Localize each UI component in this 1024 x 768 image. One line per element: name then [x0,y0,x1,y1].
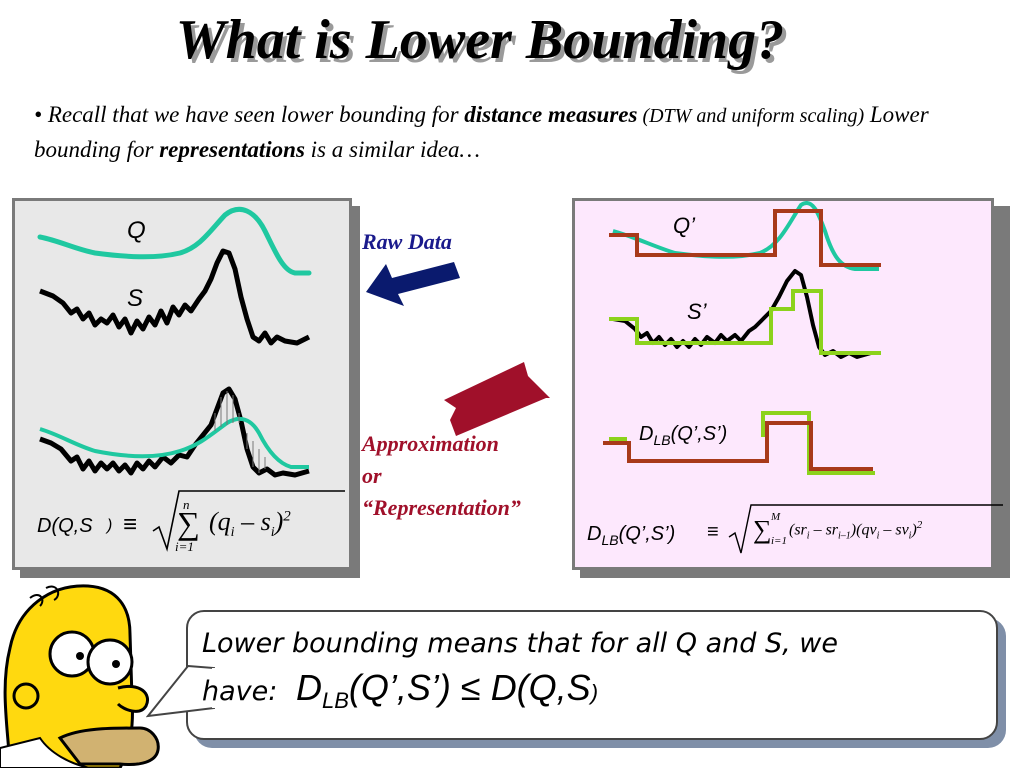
overlay-s-line [39,386,310,478]
dlb-label-sub: LB [653,432,671,448]
term-open: (q [209,507,231,536]
bullet-part2: (DTW and uniform scaling) [637,105,865,127]
bullet-marker: • [34,102,43,127]
arrows-graphic [366,262,550,436]
dlb-t6: – sv [879,521,909,539]
dlb-formula: DLB(Q’,S’) ≡ ∑ M i=1 (sri – sri–1)(qvi –… [587,497,1003,563]
dlb-t0: (sr [789,521,807,539]
callout-d: D [295,667,322,708]
dlb-sum-sigma-icon: ∑ [753,515,772,544]
bullet-part1: Recall that we have seen lower bounding … [47,102,465,127]
difference-lines [214,391,266,473]
dlb-formula-args: (Q’,S’) [618,523,676,545]
sum-sigma-icon: ∑ [177,505,200,541]
bullet-part4: is a similar idea… [304,137,480,162]
dlb-formula-lhs: DLB(Q’,S’) [587,523,675,548]
dlb-lime-steps [609,411,875,475]
series-s-line [39,248,311,346]
series-q-line [37,207,312,276]
callout-line1: Lower bounding means that for all Q and … [202,628,838,659]
page-title: What is Lower Bounding? [175,9,785,71]
bullet-text: • Recall that we have seen lower boundin… [34,98,994,167]
sum-bottom: i=1 [175,539,194,554]
raw-data-arrow-icon [366,262,460,306]
dlb-formula-equiv: ≡ [707,521,719,543]
dlb-t8: ) [911,521,917,539]
callout-rhs: D(Q,S [490,667,591,708]
approx-line3: “Representation” [362,495,521,520]
dlb-sqrt-sign-icon [728,504,1003,554]
term-sub1: i [230,525,235,541]
dlb-t1: i [806,530,810,542]
raw-series-plot [37,207,312,478]
bullet-bold2: representations [159,137,305,162]
raw-data-panel: Q S D(Q,S ) ≡ n ∑ i=1 (qi – si)2 [12,198,352,570]
term-minus: – s [234,507,271,536]
series-s-prime-steps [609,289,881,355]
callout-have: have: [202,676,278,707]
dlb-formula-term: (sri – sri–1)(qvi – svi)2 [789,519,922,542]
representation-plot [603,201,881,475]
s-label: S [127,285,144,312]
callout-sub: LB [321,688,349,714]
q-label: Q [127,217,146,244]
representation-label: Approximation or “Representation” [362,428,521,524]
dlb-power: 2 [916,519,923,531]
callout-box [186,610,998,740]
homer-illustration [0,584,160,768]
formula-equiv: ≡ [123,511,138,538]
dlb-brown-steps [603,421,873,471]
dlb-t5: i [876,530,880,542]
term-sub2: i [270,525,275,541]
sum-top: n [183,497,190,512]
callout-tail-icon [146,664,216,718]
q-prime-label: Q’ [673,213,695,238]
callout-leq: ≤ [460,667,481,708]
representation-panel: Q’ S’ DLB(Q’,S’) DLB(Q’,S’) ≡ ∑ M i=1 (s… [572,198,1003,570]
term-close: ) [274,507,284,536]
dlb-t2: – sr [809,521,839,539]
callout-rhs-close: ) [590,680,599,705]
callout-inequality: DLB(Q’,S’) ≤ D(Q,S) [286,667,599,713]
representation-arrow-icon [444,362,550,436]
s-prime-label: S’ [687,299,707,324]
formula-lhs-close: ) [107,517,113,534]
term-power: 2 [283,508,291,525]
sqrt-sign-icon [152,490,345,552]
approx-line1: Approximation [362,431,499,456]
dlb-label-args: (Q’,S’) [670,423,728,445]
dlb-formula-sub: LB [601,532,619,548]
dlb-t7: i [908,530,912,542]
dlb-sum-bottom: i=1 [771,535,787,547]
dlb-t3: i–1 [838,530,851,542]
dlb-formula-d: D [587,523,602,545]
bullet-bold1: distance measures [464,102,638,127]
series-q-prime-steps [609,209,881,267]
distance-formula: D(Q,S ) ≡ n ∑ i=1 (qi – si)2 [37,487,347,557]
callout-text: Lower bounding means that for all Q and … [202,622,982,723]
bullet-part3: Lower bounding for [34,102,929,162]
callout-args: (Q’,S’) [348,667,451,708]
dlb-t4: )(qv [850,521,877,539]
callout-line2: have: DLB(Q’,S’) ≤ D(Q,S) [202,666,982,723]
overlay-q-line [39,416,309,469]
formula-term: (qi – si)2 [209,507,291,541]
series-q-prime-curve [612,201,879,271]
approx-line2: or [362,463,382,488]
raw-data-label: Raw Data [362,229,452,254]
dlb-label: DLB(Q’,S’) [639,423,727,448]
formula-lhs: D(Q,S [37,515,93,537]
dlb-label-d: D [639,423,654,445]
dlb-sum-top: M [771,511,781,523]
